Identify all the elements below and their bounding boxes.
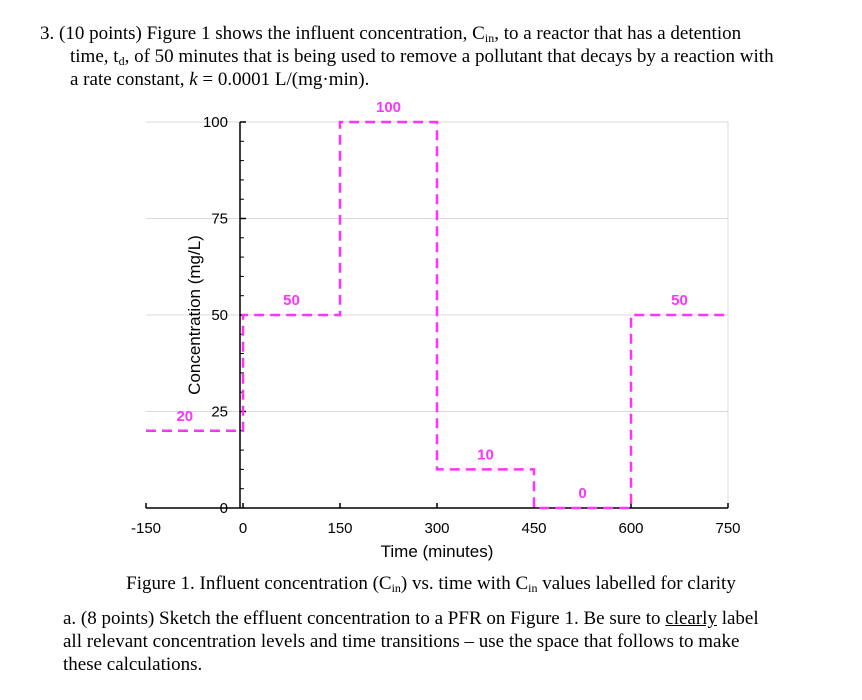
- concentration-value-label: 100: [376, 99, 401, 116]
- y-tick-label: 75: [211, 211, 228, 228]
- rate-constant-symbol: k: [189, 69, 198, 90]
- y-tick-label: 25: [211, 404, 228, 421]
- concentration-value-label: 10: [477, 446, 494, 463]
- concentration-value-label: 0: [578, 485, 586, 502]
- problem-line-1: 3. (10 points) Figure 1 shows the influe…: [40, 22, 840, 45]
- x-tick-label: 750: [715, 520, 740, 537]
- x-tick-label: 450: [521, 520, 546, 537]
- part-a-question: a. (8 points) Sketch the effluent concen…: [63, 607, 843, 676]
- y-tick-label-zero: 0: [220, 500, 228, 517]
- y-tick-label: 50: [211, 307, 228, 324]
- subscript: d: [118, 54, 125, 68]
- x-tick-label: -150: [131, 520, 161, 537]
- problem-text: , of 50 minutes that is being used to re…: [124, 46, 774, 67]
- part-a-line-1: a. (8 points) Sketch the effluent concen…: [63, 607, 843, 630]
- y-axis-label: Concentration (mg/L): [185, 235, 204, 395]
- concentration-value-label: 20: [176, 408, 193, 425]
- part-a-text: a. (8 points) Sketch the effluent concen…: [63, 608, 666, 629]
- problem-text: time, t: [70, 46, 119, 67]
- concentration-value-label: 50: [283, 292, 300, 309]
- subscript: in: [528, 581, 538, 595]
- problem-statement: 3. (10 points) Figure 1 shows the influe…: [40, 22, 840, 91]
- chart-series: [146, 120, 728, 510]
- caption-text: ) vs. time with C: [400, 573, 529, 594]
- part-a-line-3: these calculations.: [63, 654, 203, 675]
- subscript: in: [484, 31, 495, 45]
- figure-caption: Figure 1. Influent concentration (Cin) v…: [0, 573, 862, 595]
- problem-text: a rate constant,: [70, 69, 190, 90]
- problem-text: = 0.0001 L/(mg·min).: [197, 69, 370, 90]
- problem-line-2: time, td, of 50 minutes that is being us…: [40, 45, 840, 68]
- concentration-value-label: 50: [671, 292, 688, 309]
- y-tick-label: 100: [203, 114, 228, 131]
- x-tick-label: 300: [424, 520, 449, 537]
- x-tick-label: 600: [618, 520, 643, 537]
- problem-text: 3. (10 points) Figure 1 shows the influe…: [40, 23, 485, 44]
- underlined-word: clearly: [665, 608, 717, 629]
- subscript: in: [391, 581, 401, 595]
- caption-text: values labelled for clarity: [537, 573, 736, 594]
- x-tick-label: 0: [239, 520, 247, 537]
- problem-text: , to a reactor that has a detention: [494, 23, 742, 44]
- influent-concentration-line: [146, 120, 728, 510]
- part-a-text: label: [716, 608, 759, 629]
- problem-line-3: a rate constant, k = 0.0001 L/(mg·min).: [40, 68, 840, 91]
- part-a-line-2: all relevant concentration levels and ti…: [63, 631, 740, 652]
- x-tick-label: 150: [327, 520, 352, 537]
- x-axis-label: Time (minutes): [381, 542, 494, 561]
- caption-text: Figure 1. Influent concentration (C: [126, 573, 392, 594]
